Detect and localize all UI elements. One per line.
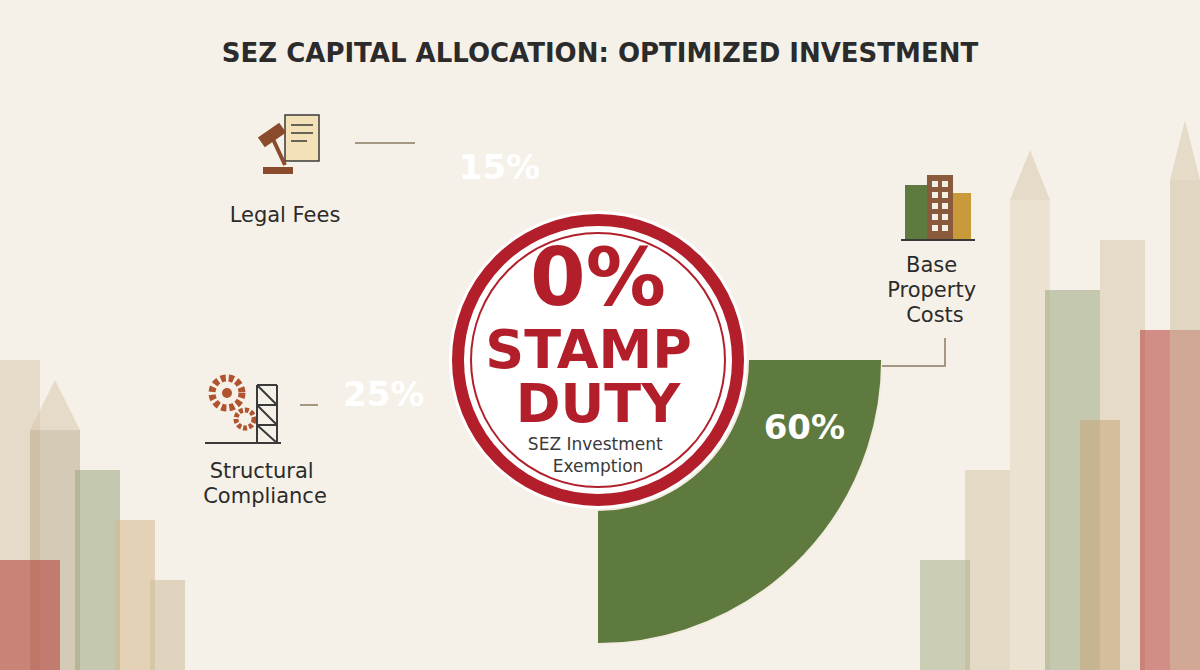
data-labels: 60% 25% 15% — [343, 147, 845, 447]
skyline-building — [1170, 180, 1200, 670]
category-label-line: Legal Fees — [230, 203, 341, 227]
leader-line — [882, 338, 945, 366]
icon-gavel-head — [258, 123, 286, 148]
center-heading-line: DUTY — [516, 372, 682, 435]
category-label-line: Structural — [210, 459, 321, 483]
icon-window — [932, 203, 938, 209]
skyline-spire — [1170, 120, 1200, 180]
icon-window — [942, 181, 948, 187]
icon-part — [212, 378, 242, 408]
skyline-building — [920, 560, 970, 670]
icon-window — [932, 214, 938, 220]
icon-part — [236, 410, 254, 428]
background — [0, 0, 1200, 670]
leader-line — [300, 404, 318, 406]
icon-window — [942, 192, 948, 198]
icon-part — [927, 175, 953, 240]
center-badge — [449, 211, 747, 509]
skyline-building — [0, 560, 60, 670]
center-value: 0% — [530, 231, 666, 324]
icon-window — [942, 214, 948, 220]
category-label: Base Property Costs — [887, 253, 983, 327]
category-label-line: Property — [887, 278, 983, 302]
icon-window — [932, 225, 938, 231]
category-label-line: Base — [906, 253, 964, 277]
center-subtitle-line: Exemption — [553, 456, 644, 476]
chart-svg: SEZ CAPITAL ALLOCATION: OPTIMIZED INVEST… — [0, 0, 1200, 670]
center-subtitle-line: SEZ Investment — [528, 434, 668, 454]
pie-slice — [598, 360, 882, 644]
icon-buildings — [901, 175, 975, 240]
data-label: 25% — [343, 374, 424, 414]
skyline-spire — [1010, 150, 1050, 200]
center-fill — [449, 211, 747, 509]
data-label: 15% — [459, 147, 540, 187]
leader-line — [355, 142, 415, 144]
icon-gavel-base — [263, 167, 293, 174]
icon-gavel — [258, 115, 319, 174]
icon-part — [222, 388, 232, 398]
skyline-building — [75, 470, 120, 670]
category-labels: Base Property Costs Structural Compliance… — [203, 115, 983, 508]
icon-scaffold — [205, 385, 281, 443]
skyline-building — [1080, 420, 1120, 670]
icon-gears — [205, 378, 281, 443]
skyline-spire — [30, 380, 80, 430]
category-label: Legal Fees — [230, 203, 341, 227]
icon-window — [932, 192, 938, 198]
icon-part — [905, 185, 927, 240]
skyline-building — [150, 580, 185, 670]
donut — [598, 360, 882, 644]
icon-window — [942, 225, 948, 231]
icon-gavel-handle — [272, 137, 285, 165]
category-label-line: Costs — [906, 303, 964, 327]
icon-window — [942, 203, 948, 209]
center-subtitle: SEZ Investment Exemption — [528, 434, 668, 476]
skyline-building — [115, 520, 155, 670]
data-label: 60% — [764, 407, 845, 447]
skyline-building — [1010, 200, 1050, 670]
icon-part — [901, 239, 975, 241]
skyline-building — [965, 470, 1010, 670]
icon-window — [932, 181, 938, 187]
icon-document — [285, 115, 319, 161]
category-label-line: Compliance — [203, 484, 327, 508]
icon-part — [291, 125, 313, 141]
icon-part — [953, 193, 971, 240]
center-heading: STAMP DUTY — [485, 318, 710, 435]
center-ring — [458, 220, 738, 500]
category-label: Structural Compliance — [203, 459, 327, 508]
chart-title: SEZ CAPITAL ALLOCATION: OPTIMIZED INVEST… — [222, 38, 979, 68]
chart-container: SEZ CAPITAL ALLOCATION: OPTIMIZED INVEST… — [0, 0, 1200, 670]
